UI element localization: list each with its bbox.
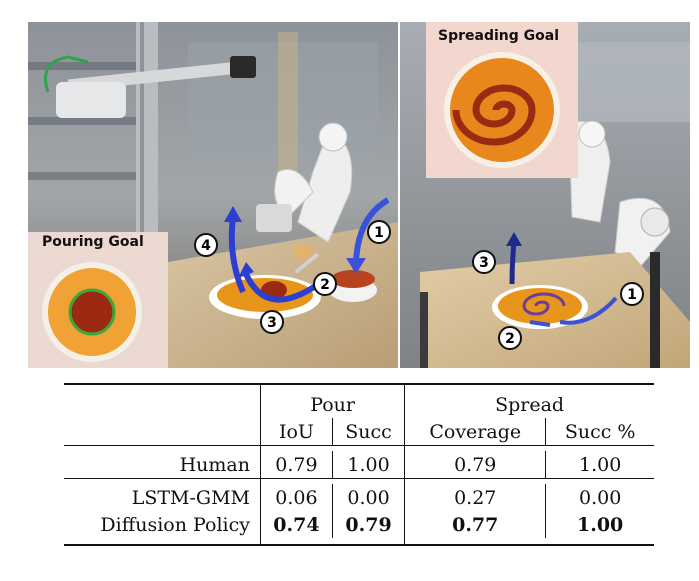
column-header-succ: Succ	[331, 418, 405, 446]
table-row: LSTM-GMM 0.06 0.00 0.27 0.00	[64, 484, 654, 511]
table-cell: 0.27	[404, 484, 546, 511]
pouring-goal-label: Pouring Goal	[42, 234, 144, 250]
table-row: Diffusion Policy 0.74 0.79 0.77 1.00	[64, 511, 654, 538]
pouring-goal-inset	[28, 232, 168, 368]
task-photos: 1 2 3 4 Pouring Goal	[28, 22, 690, 368]
left-step-2: 2	[313, 272, 337, 296]
right-step-1: 1	[620, 282, 644, 306]
spreading-goal-label: Spreading Goal	[438, 28, 559, 44]
table-row: Human 0.79 1.00 0.79 1.00	[64, 451, 654, 479]
group-header-row: Pour Spread	[64, 391, 654, 418]
svg-text:1: 1	[374, 225, 384, 241]
table-cell: 0.79	[331, 511, 405, 538]
left-step-1: 1	[367, 220, 391, 244]
column-header-row: IoU Succ Coverage Succ %	[64, 418, 654, 446]
svg-text:1: 1	[627, 287, 637, 303]
table-cell: 0.77	[404, 511, 546, 538]
svg-text:2: 2	[320, 277, 330, 293]
results-table: Pour Spread IoU Succ Coverage Succ % Hum…	[64, 383, 654, 548]
spreading-scene: 1 2 3	[400, 22, 690, 368]
spreading-goal-inset	[426, 22, 578, 178]
pouring-scene: 1 2 3 4	[28, 22, 398, 368]
svg-text:4: 4	[201, 238, 211, 254]
left-step-3: 3	[260, 310, 284, 334]
table-cell: 1.00	[545, 511, 654, 538]
row-label: LSTM-GMM	[131, 486, 250, 509]
group-spread: Spread	[404, 391, 654, 418]
table-cell: 0.06	[260, 484, 333, 511]
row-label: Human	[179, 453, 250, 476]
column-header-coverage: Coverage	[404, 418, 546, 446]
right-step-2: 2	[498, 326, 522, 350]
row-label: Diffusion Policy	[100, 513, 250, 536]
svg-text:3: 3	[267, 315, 277, 331]
table-cell: 0.79	[260, 451, 333, 479]
group-pour: Pour	[259, 391, 405, 418]
svg-text:3: 3	[479, 255, 489, 271]
table-cell: 0.79	[404, 451, 546, 479]
table-cell: 0.00	[331, 484, 405, 511]
spreading-photo: 1 2 3 Spreading Goal	[400, 22, 690, 368]
svg-text:2: 2	[505, 331, 515, 347]
left-step-4: 4	[194, 233, 218, 257]
pouring-photo: 1 2 3 4 Pouring Goal	[28, 22, 398, 368]
table-cell: 0.74	[260, 511, 333, 538]
table-cell: 1.00	[331, 451, 405, 479]
right-step-3: 3	[472, 250, 496, 274]
table-cell: 1.00	[545, 451, 654, 479]
column-header-iou: IoU	[260, 418, 333, 446]
table-cell: 0.00	[545, 484, 654, 511]
column-header-succ-pct: Succ %	[545, 418, 654, 446]
